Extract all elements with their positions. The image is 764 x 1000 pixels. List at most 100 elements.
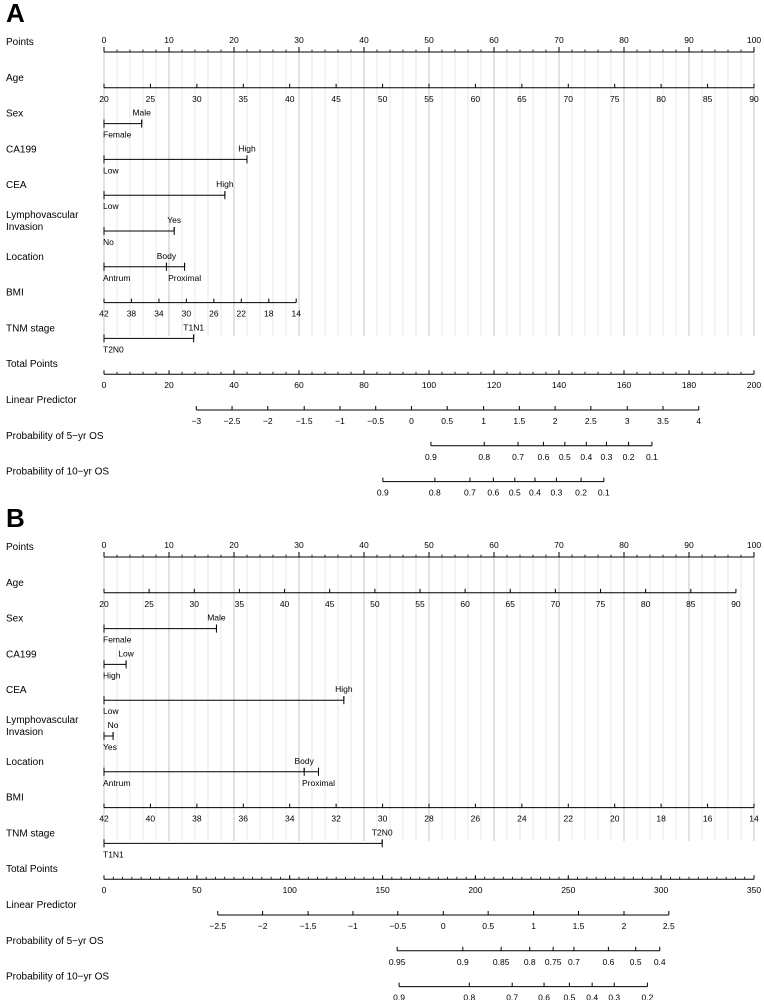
tick-label: 90 (749, 94, 759, 104)
tick-label: 30 (190, 599, 200, 609)
tick-label: 20 (229, 540, 239, 550)
tick-label: 36 (239, 814, 249, 824)
row-probability-of-10-yr-os: Probability of 10−yr OS 0.9 0.8 0.7 0.6 0.5 0.… (6, 467, 610, 498)
row-tnm-stage: TNM stage T1N1 T2N0 (6, 827, 393, 859)
tick-label: 0.1 (646, 452, 658, 462)
tick-label: 0.3 (608, 993, 620, 1000)
tick-label: 200 (468, 885, 482, 895)
row-label: BMI (6, 288, 24, 299)
row-total-points: Total Points 0 20 40 60 80 100 120 140 160 180 200 (6, 359, 761, 390)
tick-label: 90 (684, 35, 694, 45)
tick-label: 60 (489, 35, 499, 45)
row-location: Location Antrum Body Proximal (6, 756, 335, 788)
tick-label: High (335, 684, 353, 694)
tick-label: 4 (696, 416, 701, 426)
row-label: Total Points (6, 864, 58, 875)
tick-label: 28 (424, 814, 434, 824)
tick-label: 0.2 (575, 488, 587, 498)
tick-label: 80 (619, 35, 629, 45)
tick-label: 160 (617, 380, 631, 390)
tick-label: 2 (622, 921, 627, 931)
tick-label: 0.9 (425, 452, 437, 462)
tick-label: 0 (441, 921, 446, 931)
tick-label: Female (103, 130, 132, 140)
tick-label: 0.2 (623, 452, 635, 462)
tick-label: 100 (283, 885, 297, 895)
tick-label: 0.8 (524, 957, 536, 967)
tick-label: 30 (378, 814, 388, 824)
tick-label: 0.8 (429, 488, 441, 498)
tick-label: T1N1 (103, 849, 124, 859)
row-label: Location (6, 252, 44, 263)
tick-label: 85 (686, 599, 696, 609)
tick-label: −1.5 (296, 416, 313, 426)
row-label: Probability of 5−yr OS (6, 936, 104, 947)
row-sex: Sex Female Male (6, 108, 151, 140)
tick-label: 0.4 (529, 488, 541, 498)
panel-label: A (6, 0, 25, 28)
tick-label: 0.4 (654, 957, 666, 967)
tick-label: 60 (489, 540, 499, 550)
tick-label: 10 (164, 540, 174, 550)
row-label: Lymphovascular (6, 715, 79, 726)
row-ca199: CA199 High Low (6, 648, 135, 680)
tick-label: 180 (682, 380, 696, 390)
tick-label: −3 (191, 416, 201, 426)
tick-label: 90 (731, 599, 741, 609)
tick-label: −1 (335, 416, 345, 426)
tick-label: 80 (359, 380, 369, 390)
tick-label: 0.4 (580, 452, 592, 462)
tick-label: 0 (102, 35, 107, 45)
tick-label: 100 (747, 35, 761, 45)
row-sex: Sex Female Male (6, 613, 226, 645)
tick-label: T2N0 (103, 344, 124, 354)
row-label: BMI (6, 793, 24, 804)
tick-label: 250 (561, 885, 575, 895)
tick-label: 0.1 (598, 488, 610, 498)
tick-label: Antrum (103, 273, 130, 283)
row-label: CEA (6, 180, 27, 191)
row-label: Probability of 10−yr OS (6, 972, 109, 983)
tick-label: 100 (422, 380, 436, 390)
row-label: CA199 (6, 649, 37, 660)
tick-label: −2 (263, 416, 273, 426)
row-label: Points (6, 542, 34, 553)
tick-label: 150 (375, 885, 389, 895)
tick-label: 20 (99, 94, 109, 104)
tick-label: 1 (531, 921, 536, 931)
tick-label: 2.5 (663, 921, 675, 931)
tick-label: 30 (192, 94, 202, 104)
tick-label: 40 (280, 599, 290, 609)
tick-label: 0 (102, 885, 107, 895)
row-linear-predictor: Linear Predictor −2.5 −2 −1.5 −1 −0.5 0 0.5 1 1.5… (6, 900, 675, 931)
row-probability-of-5-yr-os: Probability of 5−yr OS 0.95 0.9 0.85 0.8 0.75… (6, 936, 666, 967)
tick-label: 0.9 (393, 993, 405, 1000)
tick-label: 30 (294, 540, 304, 550)
tick-label: 140 (552, 380, 566, 390)
row-label: TNM stage (6, 323, 55, 334)
tick-label: 10 (164, 35, 174, 45)
tick-label: −2.5 (209, 921, 226, 931)
tick-label: 38 (127, 309, 137, 319)
tick-label: Yes (103, 742, 117, 752)
row-label: CEA (6, 685, 27, 696)
row-label: Invasion (6, 222, 43, 233)
tick-label: 22 (564, 814, 574, 824)
row-label: Probability of 5−yr OS (6, 431, 104, 442)
tick-label: 34 (154, 309, 164, 319)
tick-label: 80 (641, 599, 651, 609)
tick-label: 20 (610, 814, 620, 824)
tick-label: 0.7 (464, 488, 476, 498)
row-label: Sex (6, 614, 23, 625)
row-points: Points 0 10 20 30 40 50 60 70 80 90 100 (6, 540, 761, 558)
tick-label: Proximal (302, 778, 335, 788)
tick-label: 55 (415, 599, 425, 609)
tick-label: T1N1 (183, 322, 204, 332)
tick-label: 22 (237, 309, 247, 319)
tick-label: 0.85 (493, 957, 510, 967)
tick-label: 0.9 (377, 488, 389, 498)
tick-label: 50 (424, 540, 434, 550)
tick-label: 0.6 (537, 452, 549, 462)
